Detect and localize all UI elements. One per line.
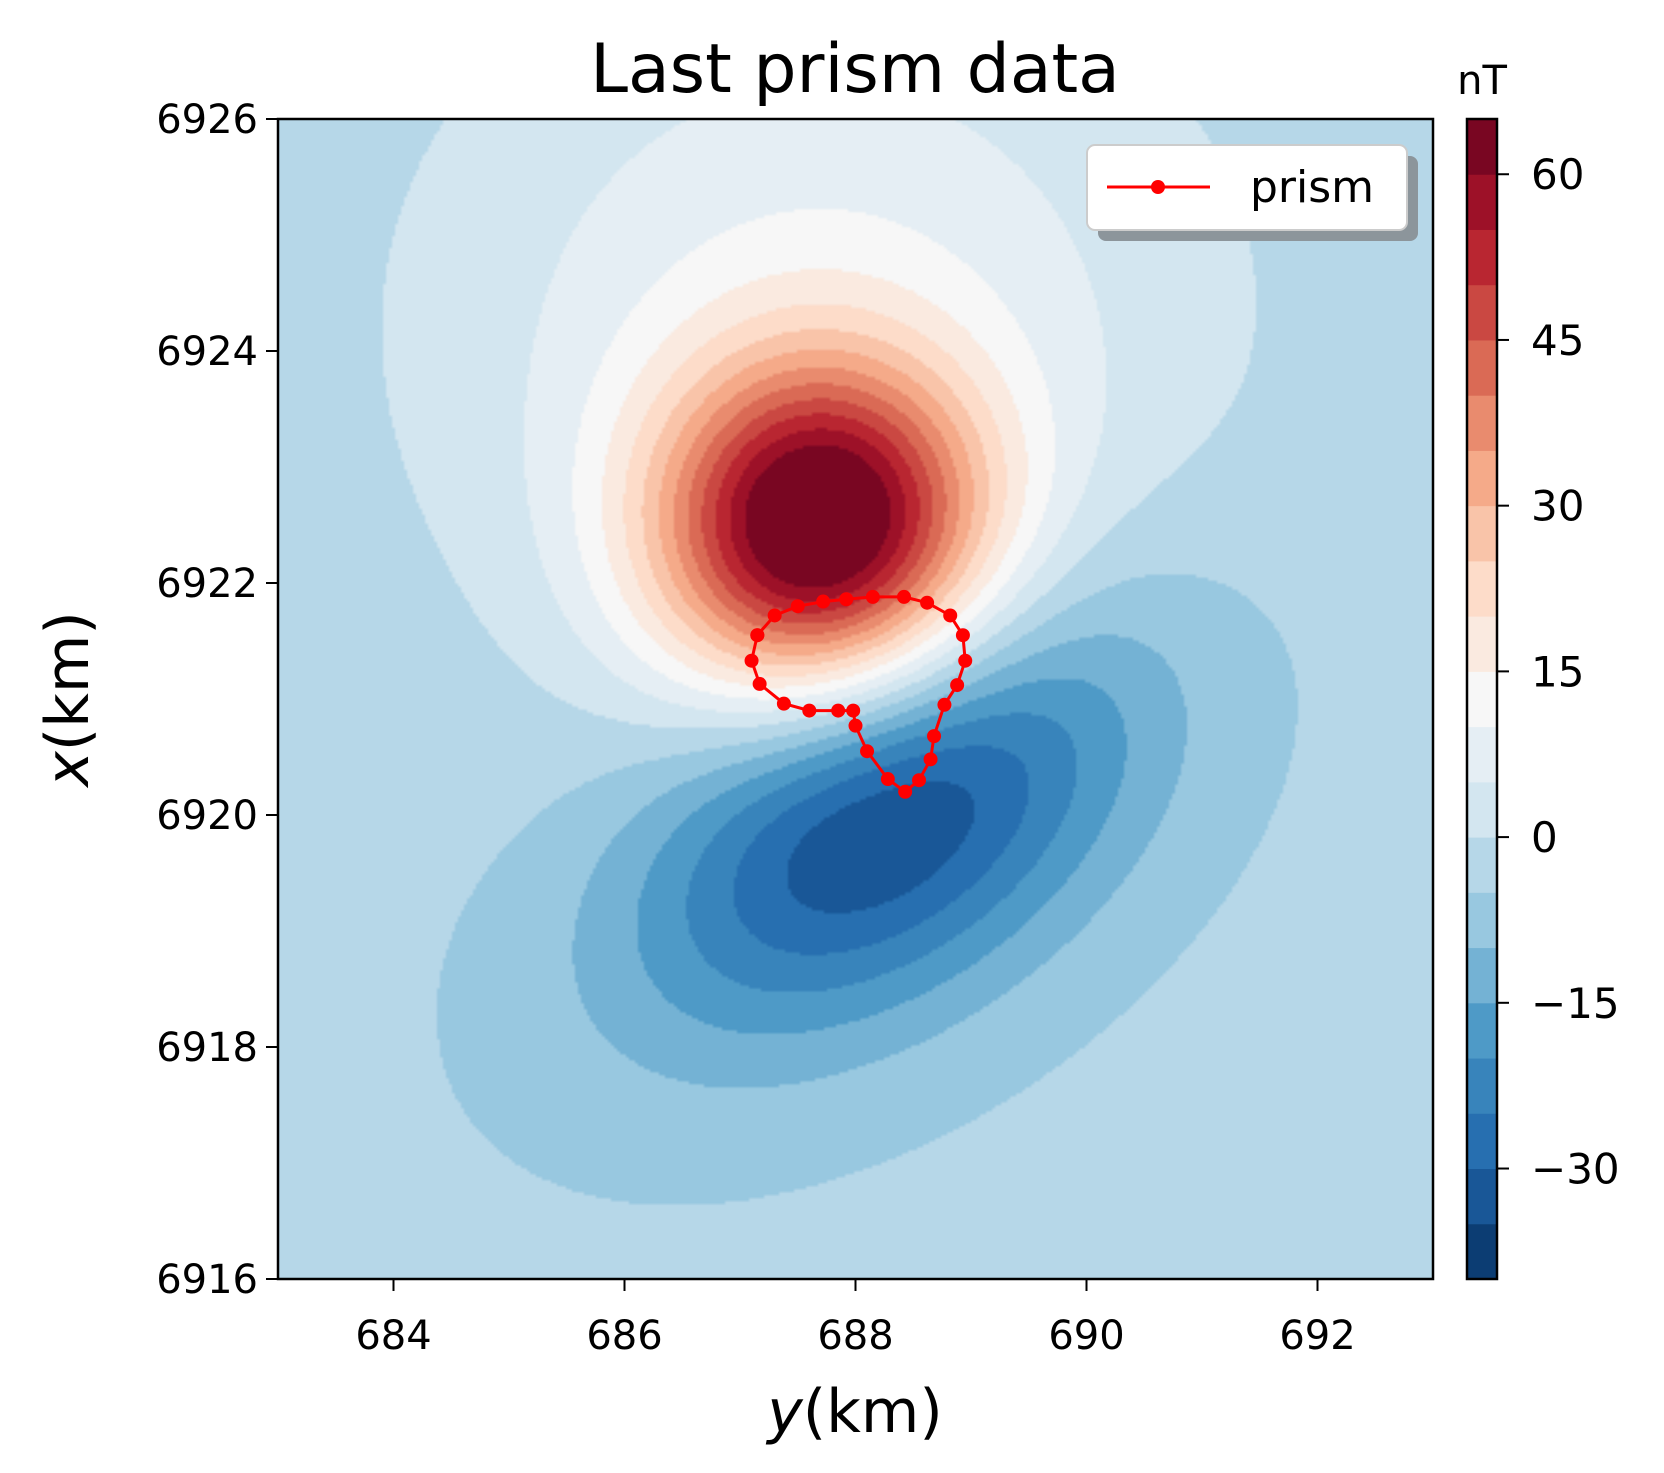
prism-vertex [816,594,831,609]
y-tick-label: 6918 [156,1025,258,1071]
colorbar-band [1467,670,1497,728]
colorbar-band [1467,560,1497,617]
prism-vertex [920,595,935,610]
y-tick-label: 6922 [156,561,258,607]
y-tick-label: 6926 [156,97,258,143]
prism-vertex [865,589,880,604]
x-axis-label: y(km) [765,1377,943,1447]
plot-area [276,117,1435,1281]
prism-vertex [750,628,765,643]
prism-vertex [802,703,817,718]
prism-vertex [831,703,846,718]
colorbar-band [1467,1057,1497,1114]
x-axis-ticks: 684 686 688 690 692 [355,1279,1356,1359]
x-tick-label: 692 [1279,1313,1355,1359]
y-tick-label: 6920 [156,793,258,839]
chart-title: Last prism data [590,30,1120,109]
prism-vertex [880,772,895,787]
x-tick-label: 688 [817,1313,893,1359]
prism-vertex [839,592,854,607]
colorbar-tick-label: 30 [1531,482,1584,531]
colorbar-band [1467,505,1497,562]
colorbar-bands [1467,118,1497,1280]
prism-vertex [767,608,782,623]
prism-vertex [848,718,863,733]
prism-vertex [923,752,938,767]
x-axis-label-var: y [765,1377,804,1447]
x-tick-label: 686 [586,1313,662,1359]
colorbar-band [1467,891,1497,949]
x-axis-label-unit: (km) [803,1377,943,1447]
prism-vertex [927,729,942,744]
prism-vertex [958,653,973,668]
legend-marker-sample [1151,180,1165,194]
y-axis-label-var: x [33,751,103,789]
y-axis-label-unit: (km) [33,611,103,751]
colorbar-band [1467,284,1497,341]
colorbar-band [1467,781,1497,838]
prism-vertex [912,773,927,788]
y-axis-ticks: 6916 6918 6920 6922 6924 6926 [156,97,278,1303]
colorbar-band [1467,615,1497,672]
colorbar-tick-label: −30 [1531,1145,1620,1194]
colorbar-band [1467,228,1497,286]
colorbar-tick-label: 0 [1531,813,1558,862]
contour-raster [278,119,1433,1279]
prism-vertex [937,697,952,712]
y-axis-label: x(km) [33,611,103,789]
colorbar-band [1467,394,1497,451]
colorbar-band [1467,173,1497,230]
colorbar-ticks: −30 −15 0 15 30 45 60 [1497,150,1620,1194]
colorbar: −30 −15 0 15 30 45 60 nT [1457,58,1620,1281]
colorbar-frame [1465,117,1499,1281]
legend-box [1086,144,1408,231]
colorbar-band [1467,449,1497,507]
prism-vertex [776,696,791,711]
prism-vertex [897,589,912,604]
prism-vertex [790,599,805,614]
prism-vertex [846,703,861,718]
colorbar-label: nT [1457,58,1507,104]
y-tick-label: 6916 [156,1257,258,1303]
prism-outline [744,589,973,799]
colorbar-band [1467,1223,1497,1280]
colorbar-tick-label: 60 [1531,150,1584,199]
colorbar-band [1467,836,1497,893]
colorbar-band [1467,1168,1497,1225]
prism-vertex [860,744,875,759]
colorbar-tick-label: 15 [1531,647,1584,696]
colorbar-band [1467,726,1497,783]
colorbar-tick-label: −15 [1531,979,1620,1028]
colorbar-band [1467,339,1497,396]
colorbar-band [1467,118,1497,175]
x-tick-label: 690 [1048,1313,1124,1359]
prism-vertex [744,653,759,668]
prism-vertex [752,676,767,691]
colorbar-band [1467,1112,1497,1170]
x-tick-label: 684 [355,1313,431,1359]
colorbar-band [1467,947,1497,1004]
legend: prism [1086,144,1412,235]
prism-vertex [943,608,958,623]
prism-vertex [898,784,913,799]
colorbar-tick-label: 45 [1531,316,1584,365]
contour-field [278,119,1433,1279]
colorbar-band [1467,1002,1497,1059]
y-tick-label: 6924 [156,329,258,375]
prism-vertex [950,678,965,693]
prism-vertex [955,628,970,643]
legend-label-prism: prism [1250,162,1374,213]
